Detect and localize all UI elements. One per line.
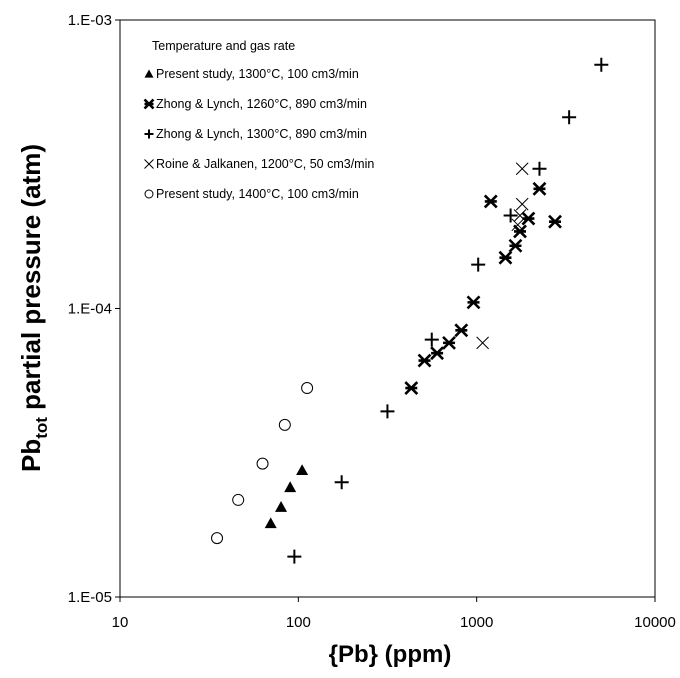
data-point — [275, 501, 288, 512]
y-axis-title: Pbtot partial pressure (atm) — [16, 144, 51, 472]
data-point — [515, 162, 529, 176]
legend-marker — [144, 159, 154, 169]
data-point — [454, 323, 469, 338]
legend-title: Temperature and gas rate — [152, 39, 295, 53]
data-point — [511, 218, 525, 232]
data-point — [211, 532, 224, 545]
legend-marker — [143, 98, 155, 110]
x-tick-label: 1000 — [460, 614, 493, 631]
legend-label: Roine & Jalkanen, 1200°C, 50 cm3/min — [156, 157, 374, 171]
data-point — [498, 250, 513, 265]
data-point — [532, 181, 547, 196]
data-point — [256, 457, 269, 470]
data-point — [278, 418, 291, 431]
x-tick-label: 100 — [286, 614, 311, 631]
data-point — [430, 346, 445, 361]
x-axis-title: {Pb} (ppm) — [329, 641, 452, 668]
data-point — [483, 194, 498, 209]
y-tick-label: 1.E-03 — [68, 12, 112, 29]
data-point — [442, 335, 456, 350]
data-point — [334, 475, 349, 490]
data-point — [562, 110, 577, 125]
legend-label: Zhong & Lynch, 1260°C, 890 cm3/min — [156, 97, 367, 111]
data-point — [503, 208, 518, 223]
data-point — [476, 336, 489, 350]
data-point — [521, 211, 536, 226]
data-point — [548, 214, 562, 229]
legend-label: Present study, 1300°C, 100 cm3/min — [156, 67, 359, 81]
data-point — [301, 382, 314, 394]
data-point — [380, 404, 395, 419]
y-title-sub: tot — [32, 417, 51, 439]
data-point — [532, 161, 547, 176]
data-point — [284, 481, 297, 493]
data-point — [287, 549, 302, 564]
data-point — [515, 197, 529, 211]
y-tick-label: 1.E-04 — [68, 301, 112, 318]
data-point — [508, 238, 523, 253]
legend-label: Present study, 1400°C, 100 cm3/min — [156, 187, 359, 201]
data-point — [417, 353, 432, 368]
y-tick-label: 1.E-05 — [68, 589, 112, 606]
data-point — [466, 295, 481, 310]
data-point — [264, 517, 277, 529]
x-tick-label: 10000 — [634, 614, 676, 631]
legend-marker — [144, 129, 154, 139]
data-point — [296, 464, 309, 476]
data-point — [424, 332, 439, 347]
data-point — [232, 494, 245, 506]
legend-marker — [144, 69, 154, 78]
data-point — [513, 209, 527, 222]
legend-label: Zhong & Lynch, 1300°C, 890 cm3/min — [156, 127, 367, 141]
data-point — [594, 57, 609, 72]
legend-marker — [144, 189, 154, 199]
data-point — [404, 381, 419, 395]
data-point — [513, 224, 527, 239]
x-tick-label: 10 — [112, 614, 129, 631]
data-point — [471, 257, 486, 272]
y-title-main: Pb — [16, 439, 46, 472]
y-title-rest: partial pressure (atm) — [16, 144, 46, 417]
